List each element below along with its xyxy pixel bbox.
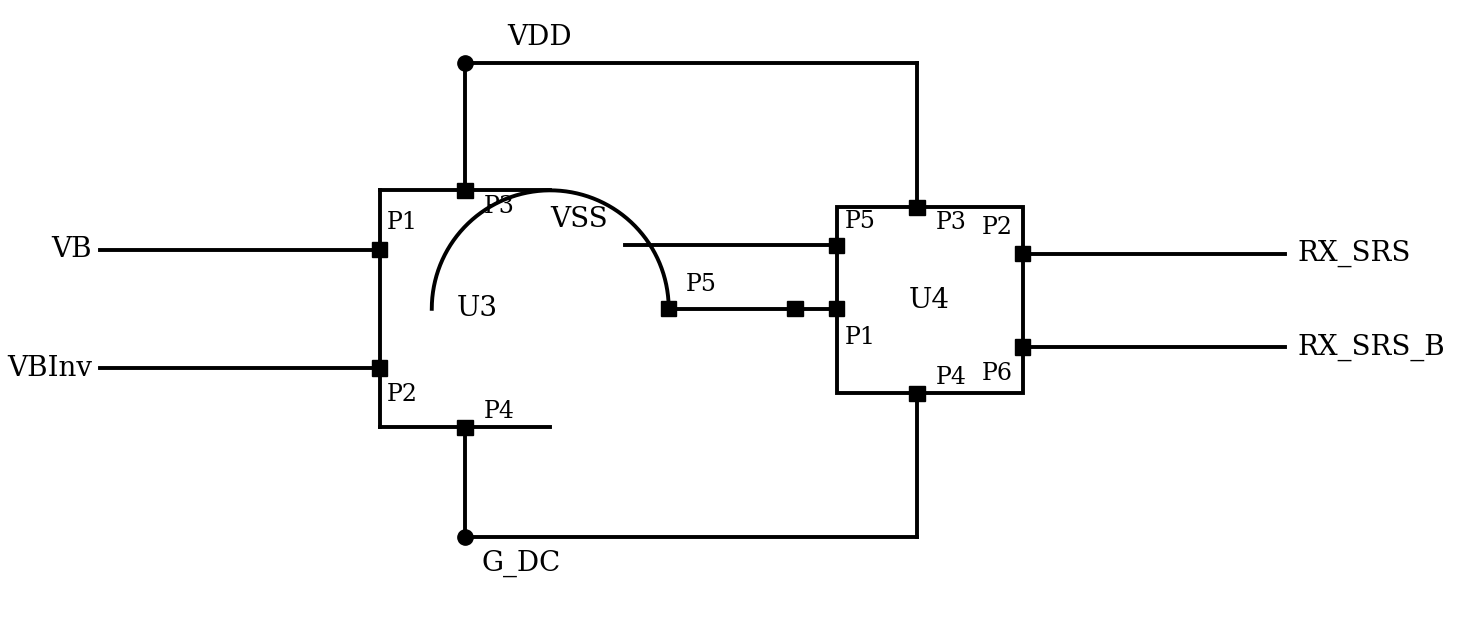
Text: P4: P4 [483, 400, 515, 423]
Text: P1: P1 [387, 212, 417, 234]
Text: P2: P2 [982, 215, 1013, 239]
Text: G_DC: G_DC [481, 550, 562, 577]
Text: VB: VB [51, 236, 92, 263]
Text: P4: P4 [935, 367, 967, 389]
Text: VDD: VDD [508, 24, 572, 51]
Text: P5: P5 [845, 210, 875, 233]
Text: VSS: VSS [550, 206, 608, 233]
Text: P3: P3 [483, 195, 515, 217]
Text: P3: P3 [935, 212, 966, 235]
Bar [372, 361, 387, 376]
Text: P1: P1 [845, 326, 875, 349]
Bar [457, 183, 473, 198]
Bar [909, 386, 925, 401]
Text: P5: P5 [686, 273, 716, 296]
Text: P6: P6 [982, 362, 1013, 385]
Bar [909, 199, 925, 215]
Bar [457, 420, 473, 435]
Text: RX_SRS_B: RX_SRS_B [1299, 333, 1446, 361]
Bar [1015, 340, 1030, 354]
Text: VBInv: VBInv [7, 354, 92, 381]
Bar [829, 301, 845, 316]
Text: U4: U4 [909, 287, 950, 314]
Text: RX_SRS: RX_SRS [1299, 240, 1411, 267]
Bar [1015, 246, 1030, 262]
Bar [829, 238, 845, 253]
Bar [661, 301, 677, 316]
Bar [788, 301, 802, 316]
Text: P2: P2 [387, 383, 417, 406]
Bar [372, 242, 387, 257]
Bar [836, 207, 1023, 394]
Text: U3: U3 [457, 295, 498, 322]
